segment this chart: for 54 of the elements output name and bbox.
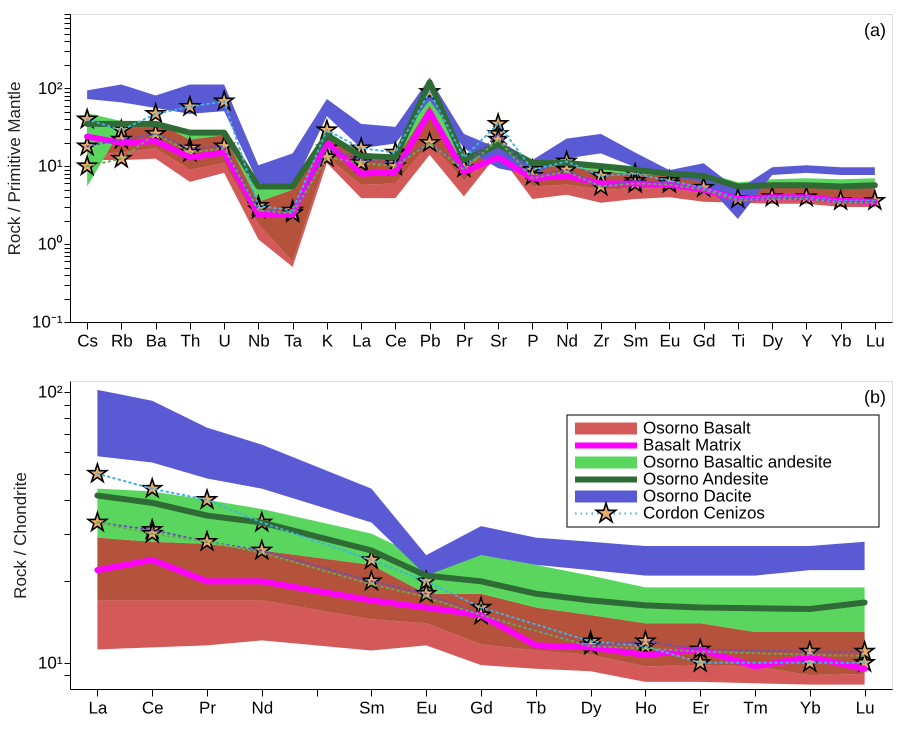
x-tick-label: Zr	[593, 332, 610, 350]
x-tick-label: Er	[692, 698, 710, 718]
x-tick-label: Yb	[800, 698, 821, 718]
y-axis-title: Rock / Chondrite	[10, 472, 30, 599]
x-tick-label: Pr	[456, 332, 474, 350]
legend-label: Osorno Dacite	[643, 486, 752, 506]
legend-label: Osorno Andesite	[643, 470, 769, 488]
x-tick-label: Ce	[385, 332, 407, 350]
y-tick-label: 10⁰	[38, 234, 62, 254]
legend-label: Osorno Basalt	[643, 418, 751, 438]
x-tick-label: Ho	[635, 698, 657, 718]
x-tick-label: Dy	[580, 698, 602, 718]
annotation: (a)	[864, 20, 886, 40]
x-tick-label: U	[218, 332, 231, 350]
x-tick-label: K	[322, 332, 334, 350]
x-tick-label: Cs	[77, 332, 98, 350]
x-tick-label: Eu	[416, 698, 438, 718]
x-tick-label: Lu	[866, 332, 885, 350]
x-tick-label: Yb	[830, 332, 852, 350]
y-tick-label: 10⁻¹	[32, 312, 63, 332]
x-tick-label: P	[527, 332, 539, 350]
x-tick-label: Pb	[420, 332, 441, 350]
x-tick-label: Ta	[284, 332, 303, 350]
x-tick-label: La	[88, 698, 108, 718]
x-tick-label: Gd	[692, 332, 716, 350]
x-tick-label: Ti	[732, 332, 746, 350]
y-tick-label: 10¹	[38, 653, 63, 672]
x-tick-label: Tb	[526, 698, 546, 718]
y-tick-label: 10²	[38, 78, 63, 98]
x-tick-label: Sr	[490, 332, 508, 350]
annotation: (b)	[864, 387, 886, 407]
y-tick-label: 10²	[38, 382, 63, 402]
x-tick-label: Tm	[743, 698, 768, 718]
x-tick-label: Gd	[470, 698, 493, 718]
y-tick-label: 10¹	[38, 156, 63, 176]
x-tick-label: La	[352, 332, 372, 350]
x-tick-label: Rb	[111, 332, 133, 350]
legend-label: Cordon Cenizos	[643, 504, 765, 522]
x-tick-label: Y	[801, 332, 813, 350]
x-tick-label: Sm	[622, 332, 648, 350]
x-tick-label: Sm	[359, 698, 385, 718]
x-tick-label: Dy	[762, 332, 784, 350]
x-tick-label: Nd	[251, 698, 274, 718]
legend-label: Basalt Matrix	[643, 436, 742, 454]
y-axis-title: Rock / Primitive Mantle	[4, 82, 24, 256]
x-tick-label: Ce	[142, 698, 164, 718]
x-tick-label: Pr	[199, 698, 216, 718]
x-tick-label: Ba	[146, 332, 168, 350]
x-tick-label: Nd	[556, 332, 578, 350]
x-tick-label: Nb	[248, 332, 270, 350]
x-tick-label: Eu	[659, 332, 680, 350]
x-tick-label: Th	[180, 332, 200, 350]
legend-label: Osorno Basaltic andesite	[643, 452, 832, 472]
x-tick-label: Lu	[856, 698, 875, 718]
